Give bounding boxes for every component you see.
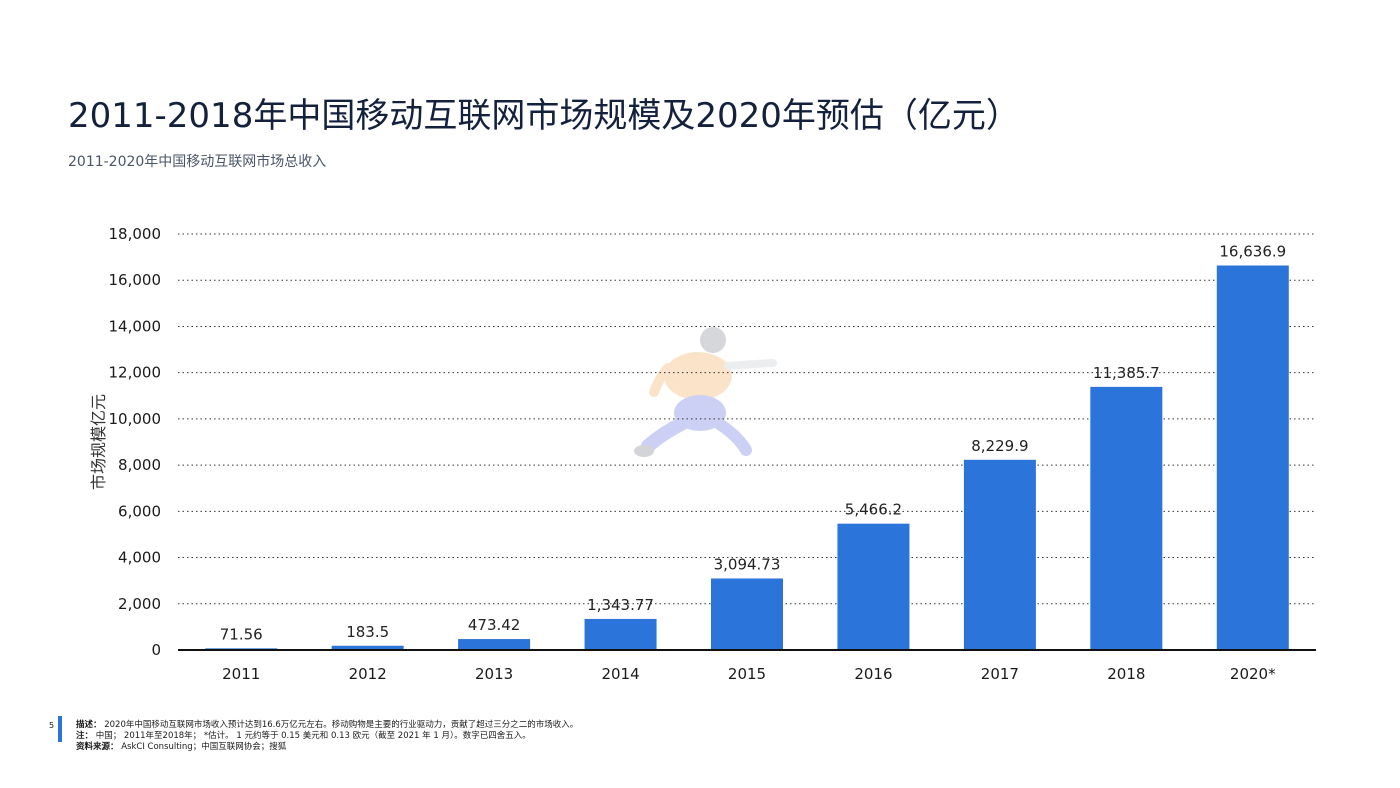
description-key: 描述： (76, 720, 102, 730)
bar-2013 (458, 639, 531, 650)
data-label: 1,343.77 (587, 596, 654, 614)
bar-2017 (963, 459, 1036, 650)
x-tick-label: 2011 (222, 665, 260, 683)
running-person-illustration (634, 327, 777, 457)
x-tick-label: 2015 (728, 665, 766, 683)
data-label: 8,229.9 (971, 437, 1028, 455)
page-title: 2011-2018年中国移动互联网市场规模及2020年预估（亿元） (68, 96, 1020, 136)
page-number: 5 (49, 721, 55, 730)
y-tick-label: 14,000 (109, 317, 162, 335)
bar-chart: 0 2,000 4,000 6,000 8,000 10,000 12,000 14,000 1… (89, 225, 1316, 683)
page-subtitle: 2011-2020年中国移动互联网市场总收入 (68, 154, 327, 170)
x-tick-label: 2017 (981, 665, 1019, 683)
data-label: 5,466.2 (845, 501, 902, 519)
x-tick-label: 2018 (1107, 665, 1145, 683)
data-label: 3,094.73 (714, 555, 781, 573)
bar-2015 (711, 578, 783, 650)
footer-source: 资料来源： AskCI Consulting；中国互联网协会；搜狐 (76, 742, 578, 753)
y-tick-label: 10,000 (109, 410, 162, 428)
y-tick-label: 18,000 (109, 225, 162, 243)
y-tick-label: 2,000 (118, 595, 161, 613)
x-tick-label: 2014 (601, 665, 639, 683)
bar-2012 (331, 645, 404, 650)
bar-2020-est (1216, 265, 1289, 650)
x-tick-label: 2012 (349, 665, 387, 683)
data-label: 11,385.7 (1093, 364, 1160, 382)
source-key: 资料来源： (76, 742, 119, 752)
x-tick-label: 2013 (475, 665, 513, 683)
footer-notes: 描述： 2020年中国移动互联网市场收入预计达到16.6万亿元左右。移动购物是主… (76, 720, 578, 753)
data-label: 71.56 (220, 625, 263, 643)
data-label: 473.42 (468, 616, 521, 634)
note-text: 中国； 2011年至2018年； *估计。 1 元约等于 0.15 美元和 0.… (95, 731, 531, 741)
y-tick-label: 12,000 (109, 364, 162, 382)
description-text: 2020年中国移动互联网市场收入预计达到16.6万亿元左右。移动购物是主要的行业… (104, 720, 579, 730)
y-tick-label: 8,000 (118, 456, 161, 474)
bar-2016 (837, 523, 910, 650)
data-label: 16,636.9 (1219, 243, 1286, 261)
data-label: 183.5 (346, 623, 389, 641)
y-tick-label: 0 (151, 641, 161, 659)
y-axis-label: 市场规模亿元 (89, 394, 108, 490)
bar-2018 (1090, 386, 1163, 650)
note-key: 注： (76, 731, 94, 741)
y-tick-label: 16,000 (109, 271, 162, 289)
y-tick-label: 6,000 (118, 502, 161, 520)
footer-description: 描述： 2020年中国移动互联网市场收入预计达到16.6万亿元左右。移动购物是主… (76, 720, 578, 731)
y-tick-label: 4,000 (118, 549, 161, 567)
bar-2014 (584, 618, 657, 650)
x-tick-label: 2020* (1230, 665, 1276, 683)
footer-note: 注： 中国； 2011年至2018年； *估计。 1 元约等于 0.15 美元和… (76, 731, 578, 742)
footer-accent-bar (58, 716, 62, 742)
x-tick-label: 2016 (854, 665, 892, 683)
source-text: AskCI Consulting；中国互联网协会；搜狐 (121, 742, 287, 752)
